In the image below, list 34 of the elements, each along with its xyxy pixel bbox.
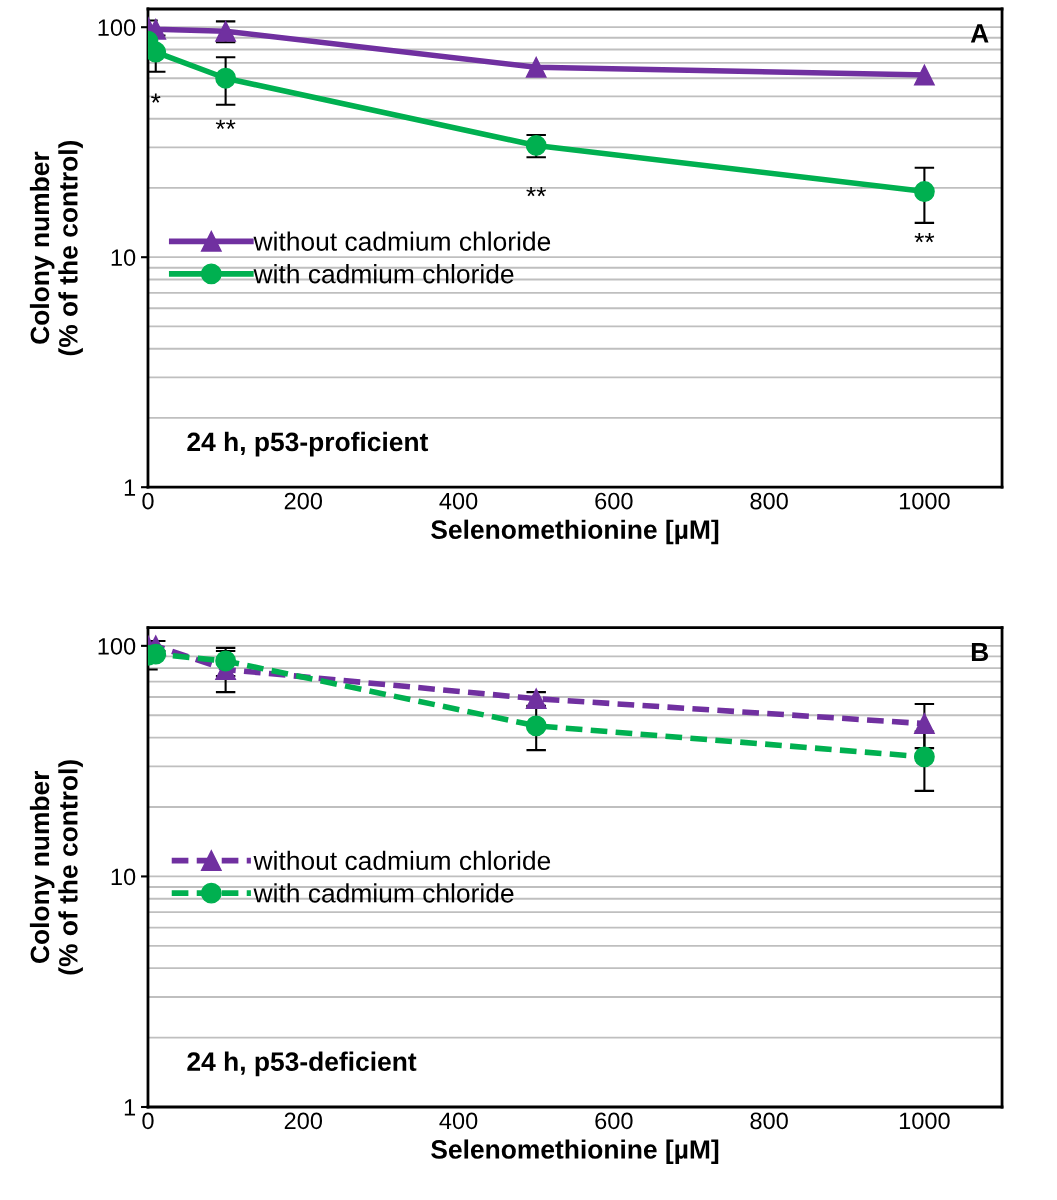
annotation: ** [526, 186, 547, 197]
legend-label: with cadmium chloride [253, 883, 514, 903]
annotation: 24 h, p53-proficient [187, 431, 429, 457]
x-tick-label: 0 [142, 492, 154, 510]
y-tick-label: 1 [124, 479, 136, 496]
x-axis-title: Selenomethionine [µM] [431, 519, 719, 545]
x-tick-label: 400 [439, 492, 478, 510]
x-tick-label: 600 [595, 1112, 633, 1130]
x-tick-label: 800 [750, 492, 788, 510]
x-axis-title: Selenomethionine [µM] [431, 1139, 719, 1165]
y-axis-title: Colony number (% of the control) [29, 760, 83, 975]
chart-title: B [971, 642, 989, 662]
x-tick-label: 400 [439, 1112, 478, 1130]
x-tick-label: 0 [142, 1112, 154, 1130]
x-tick-label: 200 [284, 492, 323, 510]
x-tick-label: 800 [750, 1112, 788, 1130]
x-tick-label: 200 [284, 1112, 323, 1130]
annotation: 24 h, p53-deficient [187, 1051, 417, 1077]
x-tick-label: 1000 [899, 1112, 950, 1130]
chart-title: A [970, 24, 989, 43]
annotation: * [151, 93, 161, 103]
y-axis-title: Colony number (% of the control) [29, 140, 83, 356]
y-tick-label: 100 [98, 637, 136, 655]
x-tick-label: 600 [595, 492, 633, 510]
y-tick-label: 10 [111, 868, 136, 886]
y-tick-label: 10 [111, 249, 136, 266]
annotation: ** [215, 119, 236, 129]
legend-label: with cadmium chloride [253, 264, 514, 284]
y-tick-label: 1 [124, 1099, 136, 1116]
annotation: ** [914, 232, 935, 243]
x-tick-label: 1000 [899, 492, 950, 510]
y-tick-label: 100 [98, 19, 136, 36]
legend-label: without cadmium chloride [253, 850, 551, 871]
legend-label: without cadmium chloride [253, 231, 551, 251]
